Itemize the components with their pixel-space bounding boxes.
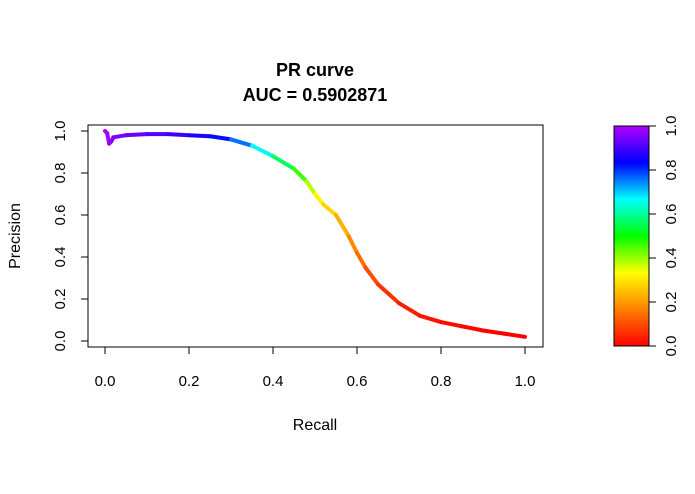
x-tick-label: 0.6: [347, 373, 368, 390]
pr-curve-segment: [304, 179, 317, 196]
colorbar-tick-label: 0.8: [663, 160, 680, 181]
pr-curve-segment: [355, 250, 368, 270]
plot-frame: [87, 124, 544, 348]
y-axis: 0.0 0.2 0.4 0.6 0.8 1.0: [52, 121, 89, 352]
pr-curve-segment: [346, 234, 359, 255]
colorbar-tick-label: 0.6: [663, 204, 680, 225]
pr-curve-segment: [271, 154, 296, 171]
pr-curve-segment: [313, 192, 326, 207]
pr-curve-segment: [229, 137, 254, 148]
pr-curve-segment: [187, 133, 212, 139]
colorbar-tick-label: 0.4: [663, 248, 680, 269]
chart-subtitle: AUC = 0.5902871: [243, 85, 388, 105]
y-tick-label: 0.0: [52, 331, 69, 352]
pr-curve-segment: [439, 320, 464, 329]
x-tick-label: 0.8: [431, 373, 452, 390]
pr-curve-segment: [124, 132, 149, 138]
pr-curve-segment: [111, 133, 128, 140]
pr-curve-segment: [166, 132, 191, 138]
y-tick-label: 0.2: [52, 289, 69, 310]
pr-curve-line: [103, 129, 527, 339]
colorbar: [613, 125, 650, 347]
colorbar-tick-label: 1.0: [663, 116, 680, 137]
x-tick-label: 1.0: [515, 373, 536, 390]
chart-title: PR curve: [276, 60, 354, 80]
x-axis-label: Recall: [293, 417, 337, 434]
y-axis-label: Precision: [7, 203, 24, 269]
y-tick-label: 0.8: [52, 163, 69, 184]
pr-curve-segment: [418, 313, 443, 325]
y-tick-label: 0.6: [52, 205, 69, 226]
x-tick-label: 0.0: [95, 373, 116, 390]
pr-curve-segment: [334, 213, 351, 238]
pr-curve-segment: [208, 134, 233, 142]
pr-curve-segment: [376, 282, 401, 306]
y-tick-label: 0.4: [52, 247, 69, 268]
pr-curve-segment: [292, 166, 309, 184]
x-tick-label: 0.4: [263, 373, 284, 390]
y-tick-label: 1.0: [52, 121, 69, 142]
x-axis: 0.0 0.2 0.4 0.6 0.8 1.0: [95, 346, 536, 390]
colorbar-tick-label: 0.2: [663, 292, 680, 313]
pr-curve-segment: [321, 202, 338, 217]
x-tick-label: 0.2: [179, 373, 200, 390]
pr-curve-segment: [481, 328, 506, 336]
pr-curve-segment: [502, 331, 527, 339]
pr-curve-segment: [460, 324, 485, 333]
pr-curve-segment: [250, 143, 275, 159]
pr-curve-segment: [363, 265, 380, 287]
colorbar-axis: 0.0 0.2 0.4 0.6 0.8 1.0: [649, 116, 680, 357]
colorbar-tick-label: 0.0: [663, 336, 680, 357]
pr-curve-segment: [397, 301, 422, 318]
